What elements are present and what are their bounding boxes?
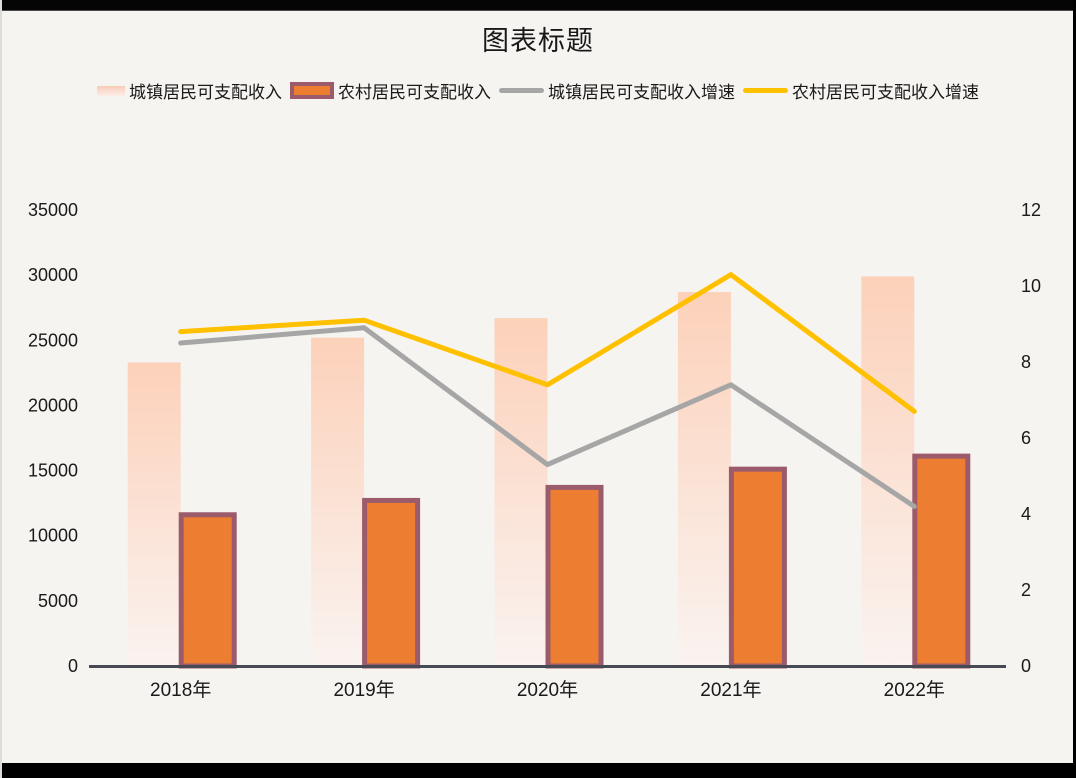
bar-urban-income-2022年[interactable] — [861, 276, 915, 666]
legend-swatch-line — [743, 88, 788, 93]
legend-swatch-line — [499, 88, 544, 93]
legend-item-3[interactable]: 农村居民可支配收入增速 — [743, 78, 979, 103]
legend-item-2[interactable]: 城镇居民可支配收入增速 — [499, 78, 735, 103]
y-axis-right-label: 0 — [1021, 656, 1031, 676]
x-axis-category-label: 2019年 — [333, 679, 394, 701]
legend-label: 农村居民可支配收入增速 — [792, 83, 979, 102]
legend-item-0[interactable]: 城镇居民可支配收入 — [97, 78, 282, 103]
y-axis-left-label: 30000 — [28, 265, 78, 285]
window-frame-bottom — [0, 763, 1076, 778]
bar-rural-income-2021年[interactable] — [728, 466, 787, 669]
chart-title: 图表标题 — [482, 26, 594, 56]
x-axis-category-label: 2020年 — [517, 679, 578, 701]
legend-swatch-bordered-bar — [290, 82, 334, 99]
y-axis-left-label: 10000 — [28, 526, 78, 546]
bar-urban-income-2019年[interactable] — [311, 337, 365, 666]
y-axis-left-label: 5000 — [38, 591, 78, 611]
y-axis-left-label: 25000 — [28, 330, 78, 350]
rural-growth-line[interactable] — [178, 272, 917, 414]
legend-item-1[interactable]: 农村居民可支配收入 — [290, 78, 491, 103]
bar-urban-income-2018年[interactable] — [127, 362, 181, 666]
bar-urban-income-2021年[interactable] — [677, 292, 731, 666]
y-axis-left-label: 35000 — [28, 200, 78, 220]
legend-label: 城镇居民可支配收入增速 — [548, 83, 735, 102]
legend-label: 城镇居民可支配收入 — [129, 83, 282, 102]
bar-rural-income-2020年[interactable] — [545, 484, 604, 669]
x-axis-category-label: 2021年 — [700, 679, 761, 701]
bar-rural-income-2022年[interactable] — [912, 453, 971, 669]
y-axis-right-label: 8 — [1021, 352, 1031, 372]
y-axis-right-label: 12 — [1021, 200, 1041, 220]
bar-rural-income-2019年[interactable] — [362, 497, 421, 669]
y-axis-left-label: 15000 — [28, 461, 78, 481]
bar-rural-income-2018年[interactable] — [178, 512, 237, 669]
window-frame-right — [1073, 0, 1076, 778]
y-axis-left-label: 20000 — [28, 395, 78, 415]
y-axis-right-label: 2 — [1021, 580, 1031, 600]
y-axis-left-label: 0 — [68, 656, 78, 676]
window-frame-left — [0, 0, 2, 778]
y-axis-right-label: 10 — [1021, 276, 1041, 296]
y-axis-right-label: 6 — [1021, 428, 1031, 448]
legend-label: 农村居民可支配收入 — [338, 83, 491, 102]
y-axis-right-label: 4 — [1021, 504, 1031, 524]
chart-legend: 城镇居民可支配收入 农村居民可支配收入 城镇居民可支配收入增速 农村居民可支配收入增速 — [0, 78, 1076, 103]
x-axis-category-label: 2018年 — [150, 679, 211, 701]
urban-growth-line[interactable] — [178, 325, 917, 509]
window-frame-top — [0, 0, 1076, 11]
x-axis-category-label: 2022年 — [884, 679, 945, 701]
legend-swatch-gradient-bar — [97, 85, 125, 96]
